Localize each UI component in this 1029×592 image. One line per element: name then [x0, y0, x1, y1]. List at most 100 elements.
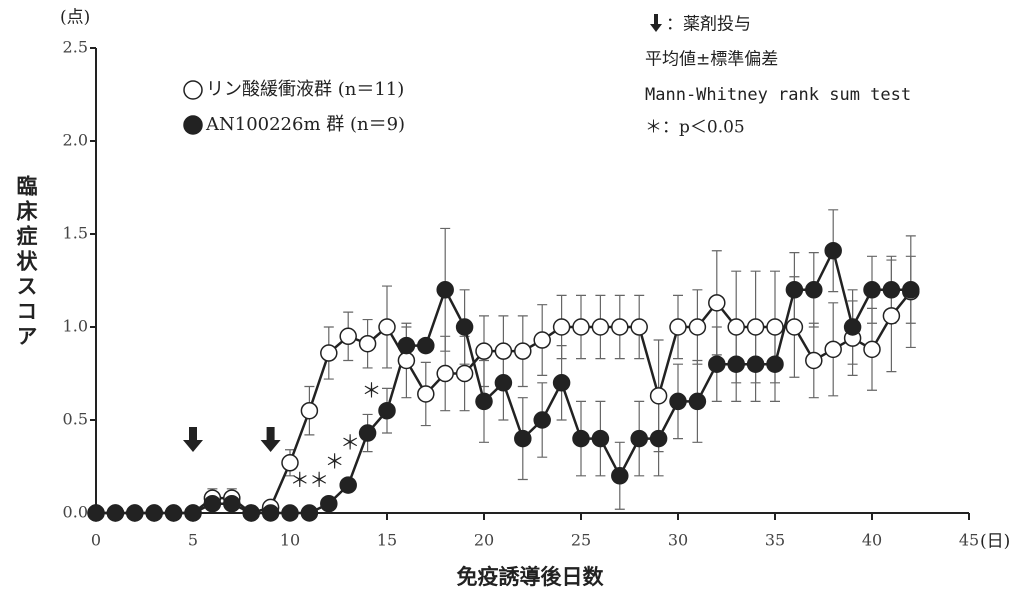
y-axis-label: 臨床症状スコア	[14, 174, 38, 350]
legend-marker	[183, 80, 203, 100]
data-point	[533, 331, 551, 349]
x-tick-label: 30	[668, 531, 688, 550]
x-tick-label: 0	[91, 531, 101, 550]
data-point	[611, 467, 629, 485]
data-point	[475, 392, 493, 411]
data-point	[397, 336, 416, 355]
data-point	[358, 424, 377, 442]
data-point	[475, 342, 493, 360]
x-unit: (日)	[980, 532, 1010, 552]
significance-mark: ＊	[340, 431, 360, 455]
data-point	[669, 392, 687, 411]
significance-mark: ＊	[309, 468, 329, 492]
data-point	[514, 429, 532, 448]
dosing-arrow	[260, 427, 281, 452]
data-point	[339, 327, 357, 346]
data-point	[746, 355, 765, 373]
data-point	[727, 355, 745, 373]
significance-mark: ＊	[325, 449, 345, 473]
y-unit: (点)	[60, 8, 90, 28]
data-point	[164, 504, 183, 522]
data-point	[184, 504, 202, 522]
data-point	[746, 318, 765, 336]
y-tick-label: 0.0	[63, 503, 88, 522]
data-point	[203, 494, 222, 513]
x-tick-label: 15	[377, 531, 397, 550]
data-point	[378, 401, 396, 420]
y-tick-label: 1.5	[63, 224, 88, 243]
data-point	[902, 281, 920, 299]
legend-label: AN100226m 群 (n＝9)	[205, 114, 405, 135]
data-point	[805, 281, 823, 299]
data-point	[805, 351, 823, 370]
data-point	[824, 241, 842, 260]
data-point	[688, 392, 707, 411]
note: Mann-Whitney rank sum test	[645, 85, 911, 105]
x-axis-label: 免疫誘導後日数	[457, 565, 605, 589]
x-tick-label: 20	[474, 531, 494, 550]
significance-mark: ＊	[290, 468, 310, 492]
data-point	[320, 344, 338, 362]
y-tick-label: 0.5	[63, 410, 88, 429]
data-point	[126, 504, 144, 522]
x-tick-label: 10	[280, 531, 300, 550]
data-point	[669, 318, 687, 336]
data-point	[300, 504, 319, 522]
note: ＊：p＜0.05	[645, 118, 745, 138]
legend-label: リン酸緩衝液群 (n＝11)	[206, 79, 404, 100]
data-point	[397, 351, 416, 370]
legend-marker	[183, 115, 203, 135]
data-point	[261, 504, 280, 522]
data-point	[843, 318, 862, 336]
data-point	[708, 294, 726, 312]
data-point	[320, 494, 338, 513]
data-point	[514, 342, 532, 360]
note: 平均値±標準偏差	[645, 50, 778, 70]
data-point	[145, 504, 163, 522]
y-tick-label: 1.0	[63, 317, 88, 336]
data-point	[766, 355, 784, 373]
data-point	[630, 429, 648, 448]
data-point	[494, 342, 513, 360]
data-point	[106, 504, 125, 522]
data-point	[766, 318, 784, 336]
data-point	[785, 318, 804, 336]
data-point	[281, 454, 299, 472]
data-point	[572, 318, 590, 336]
data-point	[455, 364, 474, 383]
data-point	[572, 429, 590, 448]
data-point	[882, 281, 901, 299]
data-point	[358, 334, 377, 353]
data-point	[591, 318, 610, 336]
data-point	[300, 401, 319, 420]
legend-arrow-icon	[650, 14, 662, 32]
significance-mark: ＊	[361, 379, 381, 403]
data-point	[649, 387, 668, 405]
data-point	[87, 504, 105, 522]
data-point	[649, 429, 668, 448]
note: ：薬剤投与	[666, 15, 751, 35]
data-point	[552, 318, 571, 336]
data-point	[785, 281, 804, 299]
dosing-arrow	[183, 427, 203, 452]
data-point	[863, 281, 881, 299]
data-point	[708, 355, 726, 373]
data-point	[824, 340, 842, 359]
y-tick-label: 2.5	[63, 38, 88, 57]
data-point	[378, 318, 396, 336]
data-point	[611, 318, 629, 336]
data-point	[494, 374, 513, 392]
data-point	[630, 318, 648, 336]
data-point	[242, 504, 260, 522]
data-point	[223, 494, 241, 513]
data-point	[688, 318, 707, 336]
x-tick-label: 40	[862, 531, 882, 550]
data-point	[339, 476, 357, 494]
data-point	[863, 340, 881, 359]
x-tick-label: 35	[765, 531, 785, 550]
data-point	[281, 504, 299, 522]
data-point	[882, 307, 901, 325]
data-point	[533, 411, 551, 429]
x-tick-label: 25	[571, 531, 591, 550]
